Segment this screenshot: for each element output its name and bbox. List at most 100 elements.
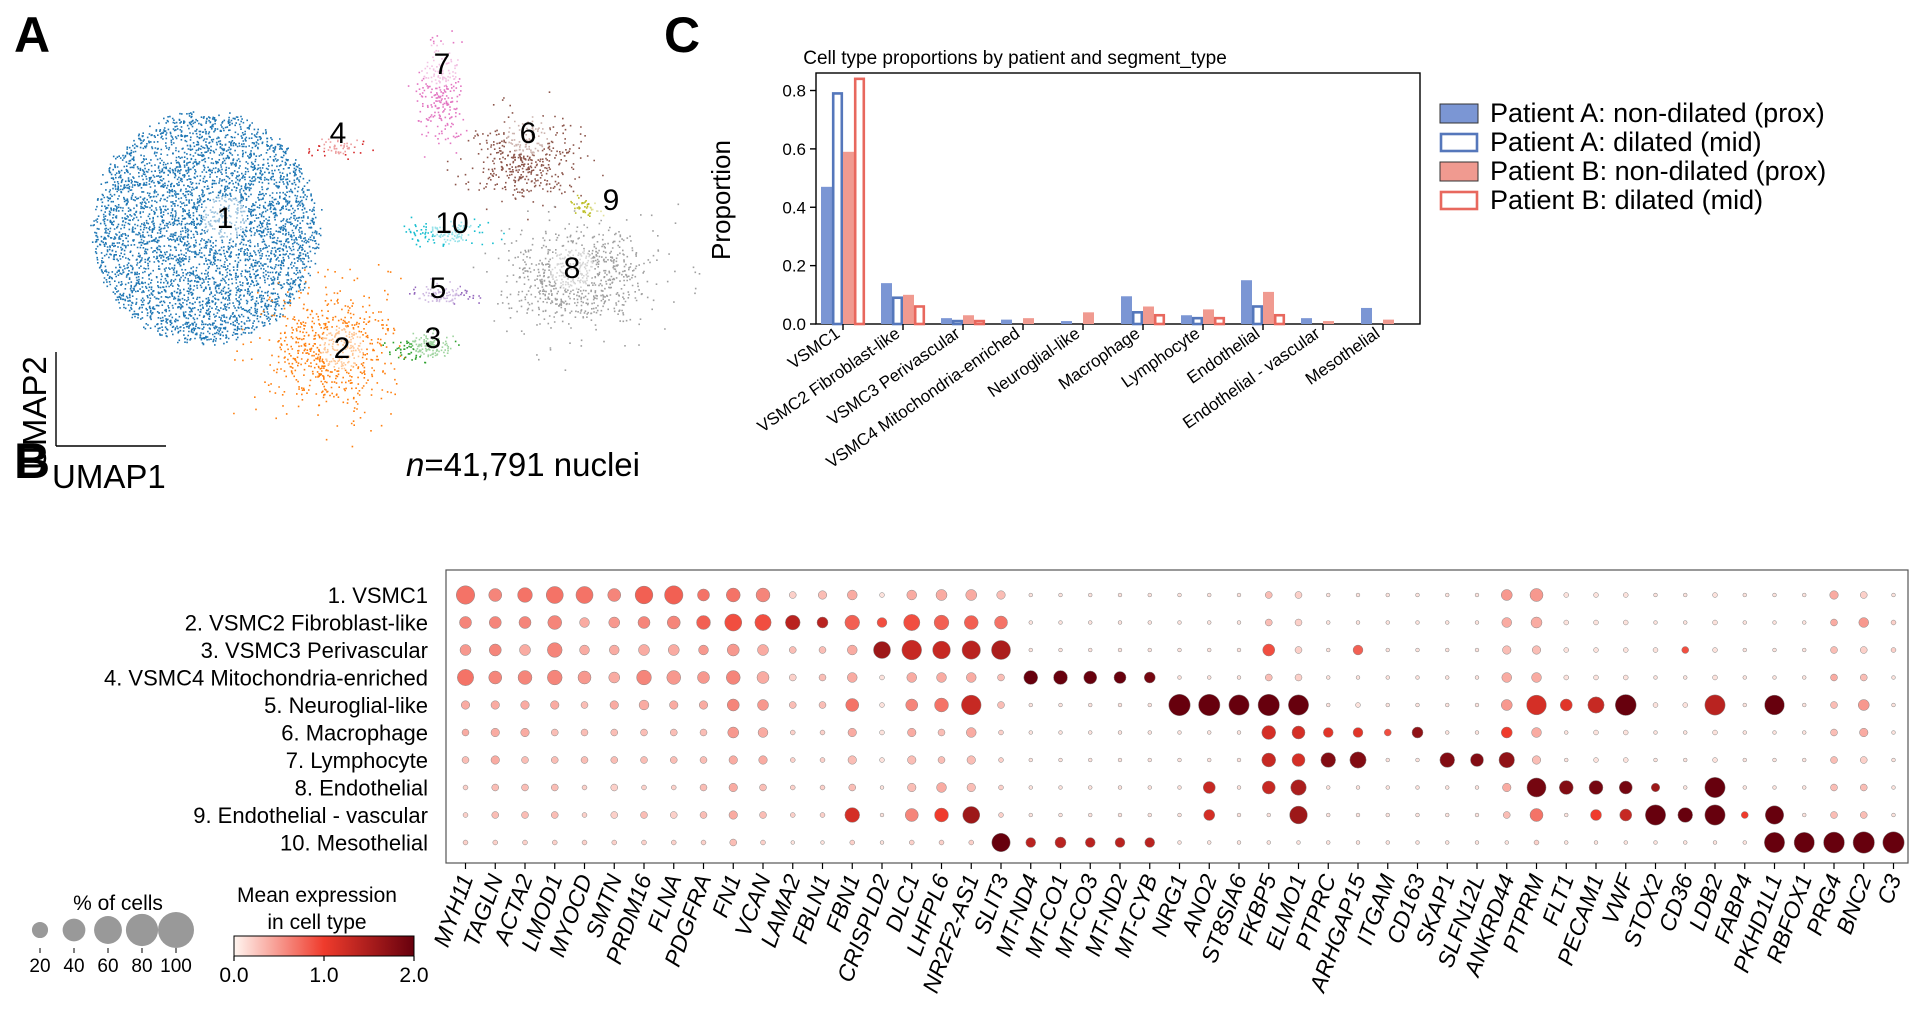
dot <box>1349 751 1367 769</box>
dot <box>1830 756 1838 764</box>
bar-chart-y-label: Proportion <box>706 140 736 260</box>
bar-a-filled <box>1301 318 1312 324</box>
dot <box>1054 836 1067 849</box>
dot <box>636 669 652 686</box>
dot <box>1294 618 1303 627</box>
color-legend-label: 0.0 <box>219 964 248 987</box>
dot <box>551 783 559 792</box>
dot <box>1202 781 1216 794</box>
dot <box>456 585 475 605</box>
bar-chart-frame <box>815 72 1421 325</box>
dot <box>1683 620 1688 625</box>
dot <box>756 671 770 684</box>
bar-chart-legend: Patient A: non-dilated (prox)Patient A: … <box>1439 98 1826 215</box>
bar-a-filled <box>821 186 832 324</box>
dot <box>1502 782 1512 793</box>
dot <box>1028 812 1033 818</box>
dot <box>1793 832 1815 853</box>
dot <box>1177 785 1182 790</box>
dot <box>1802 757 1807 763</box>
dot <box>1088 730 1093 735</box>
dot <box>1265 591 1273 599</box>
dot <box>1704 804 1726 826</box>
bar-chart-y-ticks: 0.0 0.2 0.4 0.6 0.8 <box>782 82 816 334</box>
bar-b-filled <box>1383 319 1394 324</box>
dot <box>961 640 981 660</box>
dot <box>669 700 679 710</box>
dot <box>1559 780 1574 795</box>
dot <box>1385 647 1390 653</box>
dot <box>937 756 946 764</box>
dot <box>699 783 708 792</box>
dot <box>1207 592 1212 598</box>
dot <box>490 700 500 710</box>
dot <box>1028 757 1033 763</box>
dot <box>904 808 919 822</box>
dot <box>1623 840 1628 845</box>
dot <box>1088 757 1093 763</box>
dot <box>461 728 470 737</box>
dot <box>610 756 618 764</box>
bar-a-filled <box>1121 296 1132 324</box>
dot <box>1355 592 1361 598</box>
dot <box>1028 620 1033 625</box>
dot-plot-gene-labels: MYH11TAGLNACTA2LMOD1MYOCDSMTNPRDM16FLNAP… <box>428 863 1906 997</box>
dot <box>459 616 472 629</box>
dot <box>1474 675 1480 680</box>
dot <box>1177 812 1182 818</box>
dot-row-label: 7. Lymphocyte <box>286 748 428 773</box>
dot <box>1712 674 1718 681</box>
legend-swatch <box>1439 190 1479 211</box>
dot <box>1742 785 1747 790</box>
dot <box>1802 647 1807 653</box>
dot <box>551 811 559 819</box>
dot <box>1028 647 1033 653</box>
bar-b-outline <box>973 319 986 326</box>
bar-chart-bars <box>821 77 1394 326</box>
umap-n-italic: n <box>406 446 424 483</box>
dot <box>1593 674 1599 681</box>
dot <box>816 616 829 629</box>
dot <box>1593 757 1599 763</box>
dot <box>1645 804 1666 826</box>
dot <box>724 613 743 632</box>
dot <box>1531 755 1542 765</box>
dot <box>1117 620 1123 625</box>
dot <box>547 642 563 658</box>
dot <box>847 755 857 765</box>
umap-points <box>90 30 701 448</box>
dot <box>1891 702 1896 708</box>
dot <box>580 756 589 764</box>
y-tick-label: 0.2 <box>782 257 806 276</box>
dot <box>879 840 885 845</box>
size-legend-dot <box>62 918 86 942</box>
dot <box>1415 620 1420 625</box>
dot <box>1891 757 1896 763</box>
dot <box>1228 694 1250 716</box>
dot <box>1593 647 1599 653</box>
dot <box>907 782 917 793</box>
dot <box>1266 812 1271 818</box>
color-legend-bar <box>233 935 415 957</box>
dot <box>1288 694 1309 716</box>
y-tick-label: 0.8 <box>782 82 806 101</box>
dot <box>962 806 981 824</box>
dot <box>1712 619 1718 626</box>
dot <box>640 811 648 819</box>
dot <box>909 839 915 846</box>
dot <box>818 701 827 709</box>
dot <box>844 807 860 823</box>
dot <box>1474 785 1480 790</box>
bar-b-filled <box>843 151 854 324</box>
dot <box>1742 620 1747 625</box>
bar-b-filled <box>903 294 914 324</box>
dot <box>1355 812 1361 818</box>
dot <box>1088 785 1093 790</box>
dot <box>790 729 796 736</box>
bar-b-filled <box>1023 318 1034 324</box>
dot <box>1742 730 1747 735</box>
bar-chart-title: Cell type proportions by patient and seg… <box>803 48 1227 69</box>
dot <box>1764 694 1785 716</box>
